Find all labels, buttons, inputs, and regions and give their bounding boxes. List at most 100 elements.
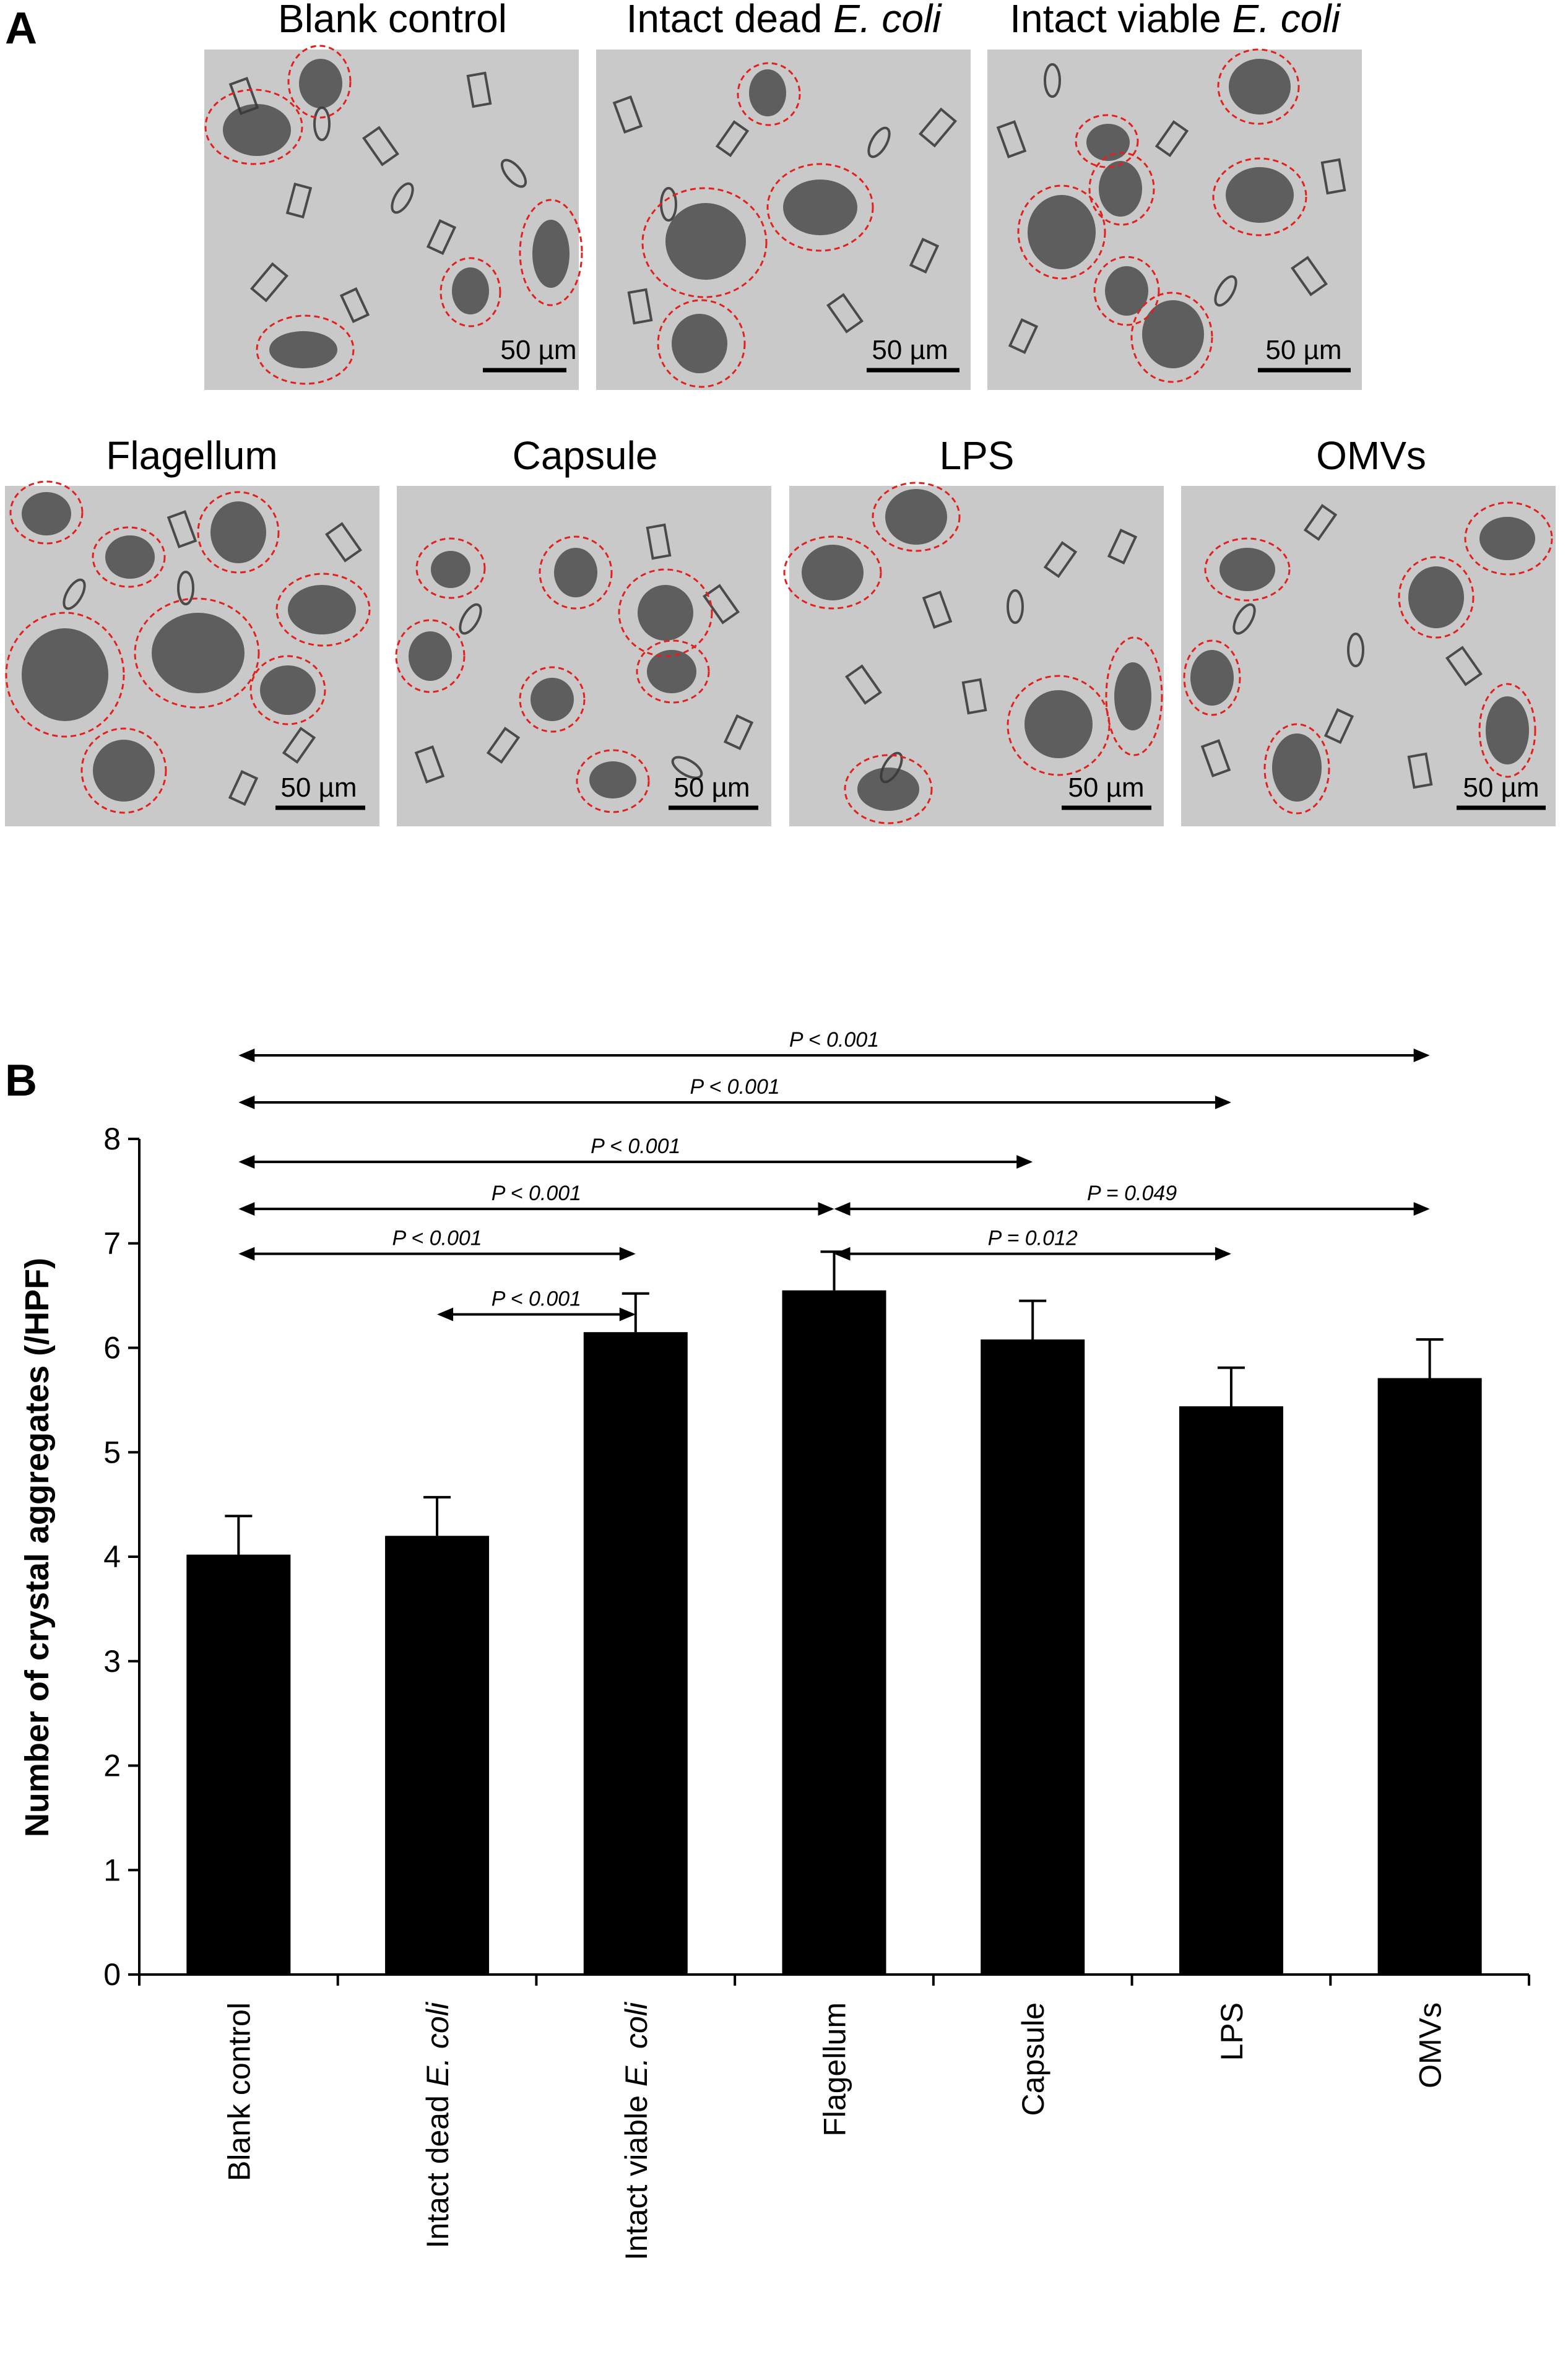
aggregate-circle [539,535,613,610]
aggregate-circle [249,655,326,725]
aggregate-circle [1130,292,1213,383]
bar [782,1290,886,1975]
aggregate-circle [1212,157,1307,236]
x-tick-label-text: Blank control [222,2002,256,2181]
aggregate-circle [1398,556,1475,639]
micrograph-title-text: Intact viable [1010,0,1232,41]
aggregate-circle [1088,152,1155,226]
micrograph-blank-control: Blank control [204,0,583,390]
aggregate-circle [256,314,355,385]
x-tick-label-text: Intact dead [420,2087,455,2248]
scale-label: 50 µm [1265,335,1341,365]
micrograph-intact-viable-e-coli: Intact viable E. coli [987,0,1362,390]
aggregate-circle [1105,636,1163,756]
panel-b: B Number of crystal aggregates (/HPF) 0 1… [5,1028,1530,2260]
y-tick-label: 2 [103,1749,121,1783]
micrograph-title: Capsule [513,433,658,478]
micrograph-title: Flagellum [106,433,277,478]
micrograph-omvs: OMVs 50 µm [1181,433,1556,826]
crystals [414,523,754,784]
bar [1179,1406,1283,1975]
bar [583,1332,688,1975]
aggregate-circle [872,482,961,552]
panel-b-letter: B [5,1056,37,1105]
aggregate-circle [197,491,280,574]
aggregate-circle [1464,501,1553,576]
crystals [63,510,362,806]
x-tick-label: Flagellum [818,2002,852,2137]
x-tick-label-text: Capsule [1016,2002,1050,2116]
x-tick-label-text: Intact viable [619,2087,654,2260]
aggregate-circle [92,526,166,588]
aggregate-circle [440,257,501,327]
arrow-head-right [1413,1202,1430,1216]
aggregate-circle [1075,114,1139,168]
aggregate-circle [1017,184,1106,280]
arrow-head-right [619,1307,636,1322]
bar [385,1536,490,1975]
micrograph-title-text: Capsule [513,433,658,478]
aggregate-circle [657,299,746,388]
arrow-head-right [1413,1049,1430,1062]
micrograph-title: Intact viable E. coli [1010,0,1341,41]
micrograph-intact-dead-e-coli: Intact dead E. coli 50 µm [596,0,971,390]
x-tick-label-italic: E. coli [420,2001,455,2087]
aggregate-circle [641,187,768,298]
arrow-head-right [818,1202,834,1216]
micrograph-title-italic: E. coli [833,0,942,41]
scale-label: 50 µm [1068,772,1144,803]
y-axis-label: Number of crystal aggregates (/HPF) [19,1258,56,1837]
aggregate-circle [9,480,84,545]
x-tick-label: OMVs [1413,2002,1448,2088]
aggregate-circle [5,612,125,738]
arrow-head-left [238,1155,255,1169]
micrograph-capsule: Capsule 50 µ [395,433,771,826]
p-value-label: P < 0.001 [492,1287,581,1311]
arrow-head-left [834,1247,851,1261]
micrograph-title-text: LPS [940,433,1015,478]
aggregate-circle [636,639,710,704]
y-tick-label: 0 [103,1957,121,1992]
aggregate-circle [1478,683,1536,778]
micrograph-title: OMVs [1316,433,1426,478]
bar-chart: 0 1 2 3 4 5 6 7 8 Blank control Intact dead E. col… [103,1028,1530,2260]
crystals [228,71,527,323]
aggregate-circle [519,199,583,306]
bar [981,1339,1085,1975]
p-value-label: P = 0.012 [988,1227,1078,1250]
aggregate-circle [576,749,650,813]
aggregate-circle [1217,48,1300,125]
aggregate-circle [766,163,874,252]
arrow-head-right [619,1247,636,1261]
x-tick-label-text: OMVs [1413,2002,1448,2088]
micrograph-title-text: Intact dead [626,0,833,41]
bar [1377,1378,1482,1975]
arrow-head-left [238,1247,255,1261]
aggregate-circle [1263,723,1330,815]
x-tick-label: LPS [1215,2002,1249,2061]
arrow-head-right [1215,1095,1231,1109]
scale-label: 50 µm [872,335,948,365]
aggregate-circle [415,537,486,599]
aggregate-circle [1204,537,1291,602]
micrograph-title-text: OMVs [1316,433,1426,478]
aggregate-circle [1183,639,1241,716]
scale-label: 50 µm [674,772,750,803]
bar [186,1554,291,1975]
p-value-label: P = 0.049 [1087,1182,1177,1205]
p-value-label: P < 0.001 [789,1028,879,1052]
arrow-head-right [1016,1155,1033,1169]
micrograph-image [596,50,971,390]
micrograph-title: Intact dead E. coli [626,0,943,41]
p-value-label: P < 0.001 [591,1135,680,1158]
x-tick-label-italic: E. coli [619,2001,654,2087]
aggregate-circle [844,754,933,824]
aggregate-circle [618,568,713,657]
crystals [996,63,1346,354]
y-tick-label: 4 [103,1539,121,1574]
x-tick-label: Capsule [1016,2002,1050,2116]
x-tick-label: Intact dead E. coli [420,2001,455,2248]
micrograph-title-text: Flagellum [106,433,277,478]
p-value-label: P < 0.001 [492,1182,581,1205]
